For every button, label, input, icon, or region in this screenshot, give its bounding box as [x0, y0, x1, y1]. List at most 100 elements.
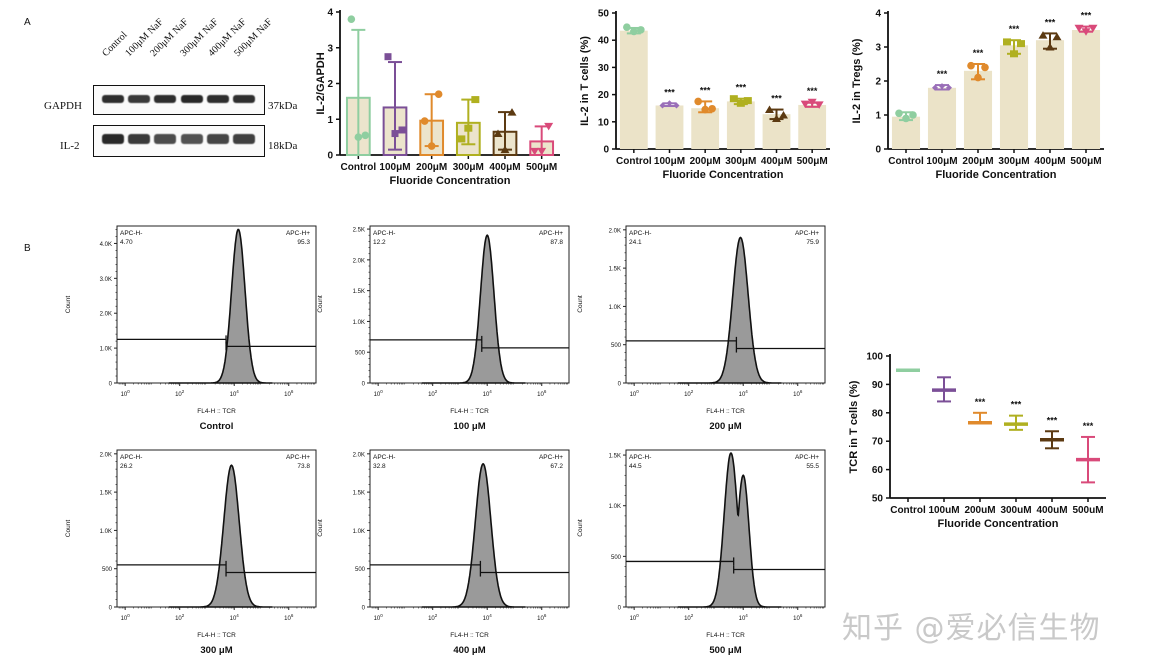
wb-band — [207, 134, 229, 144]
x-tick-label: 102 — [684, 389, 694, 398]
histogram-title: 100 μM — [453, 421, 485, 432]
y-tick-label: 1.5K — [609, 454, 621, 460]
bar — [1071, 30, 1101, 149]
x-tick-label: 100μM — [926, 156, 957, 167]
x-tick-label: 400μM — [761, 156, 792, 167]
gate-pos-label: APC-H+ — [539, 230, 563, 237]
gate-neg-value: 12.2 — [373, 239, 386, 246]
x-tick-label: 100 — [374, 613, 384, 622]
data-point — [384, 53, 392, 61]
significance-marker: *** — [937, 69, 948, 79]
x-tick-label: 104 — [483, 389, 493, 398]
y-tick-label: 2.0K — [100, 312, 112, 318]
x-axis-label: FL4-H :: TCR — [450, 632, 489, 639]
data-point — [1081, 28, 1091, 36]
y-tick-label: 80 — [872, 408, 884, 419]
x-tick-label: 500uM — [1072, 505, 1103, 516]
x-tick-label: 100μM — [379, 162, 410, 173]
gate-pos-label: APC-H+ — [795, 454, 819, 461]
gate-pos-value: 87.8 — [550, 239, 563, 246]
data-point — [464, 124, 473, 132]
wb-band — [128, 134, 150, 144]
significance-marker: *** — [736, 83, 747, 93]
wb-lane-label: Control — [100, 29, 130, 59]
data-point — [544, 122, 554, 131]
x-axis-label: FL4-H :: TCR — [450, 408, 489, 415]
bar — [619, 30, 648, 149]
data-point — [708, 104, 716, 113]
data-point — [967, 61, 975, 70]
x-tick-label: 106 — [537, 389, 547, 398]
significance-marker: *** — [1081, 11, 1092, 21]
plot-frame — [116, 225, 317, 384]
data-point — [694, 97, 702, 106]
gate-neg-value: 44.5 — [629, 463, 642, 470]
histogram-title: 400 μM — [453, 645, 485, 656]
chart-il2-tregs: 0 1 2 3 4 Control 100μM *** 200μM *** 300μM *** 400μ… — [851, 9, 1104, 181]
y-tick-label: 500 — [355, 351, 366, 357]
data-point — [361, 131, 370, 140]
gate-neg-value: 24.1 — [629, 239, 642, 246]
data-point — [507, 108, 517, 116]
data-point — [981, 63, 989, 72]
data-point — [666, 100, 673, 107]
wb-band — [128, 95, 150, 103]
histogram-title: 500 μM — [709, 645, 741, 656]
bar — [655, 105, 684, 149]
wb-size-label: 18kDa — [268, 140, 298, 152]
data-point — [1010, 50, 1018, 58]
data-point — [909, 111, 917, 119]
gate-neg-label: APC-H- — [120, 454, 142, 461]
y-tick-label: 1.0K — [609, 504, 621, 510]
x-tick-label: 200μM — [690, 156, 721, 167]
significance-marker: *** — [1047, 415, 1058, 425]
flow-histogram-300um: 0 500 1.0K 1.5K 2.0K 100 102 104 106 APC-H- 26.2 AP… — [65, 449, 324, 656]
x-axis-label: FL4-H :: TCR — [197, 408, 236, 415]
flow-histogram-400um: 0 500 1.0K 1.5K 2.0K 100 102 104 106 APC-H- 32.8 AP… — [353, 449, 584, 656]
x-axis-label: FL4-H :: TCR — [197, 632, 236, 639]
x-tick-label: 104 — [230, 389, 240, 398]
y-tick-label: 1.5K — [609, 267, 621, 273]
data-point — [398, 126, 406, 134]
panel-label-a: A — [24, 17, 31, 28]
significance-marker: *** — [975, 397, 986, 407]
y-axis-label: Count — [65, 296, 72, 314]
wb-band — [102, 134, 124, 144]
data-point — [391, 130, 399, 138]
y-tick-label: 0 — [327, 151, 333, 162]
x-tick-label: 100 — [374, 389, 384, 398]
x-axis-label: FL4-H :: TCR — [706, 408, 745, 415]
significance-marker: *** — [1045, 17, 1056, 27]
data-point — [659, 102, 666, 109]
x-tick-label: 106 — [793, 389, 803, 398]
significance-marker: *** — [664, 87, 675, 97]
data-point — [1017, 40, 1025, 48]
wb-row-label: IL-2 — [60, 140, 80, 152]
wb-band — [207, 95, 229, 103]
x-tick-label: 104 — [483, 613, 493, 622]
gate-pos-value: 95.3 — [297, 239, 310, 246]
data-point — [530, 147, 540, 156]
gate-pos-value: 75.9 — [806, 239, 819, 246]
x-tick-label: Control — [616, 156, 652, 167]
gate-neg-value: 4.70 — [120, 239, 133, 246]
x-tick-label: Control — [888, 156, 924, 167]
bar — [726, 101, 755, 149]
chart-il2-gapdh: 0 1 2 3 4 Control 100μM 200μM 300μM 400μM 500μM Flu… — [315, 8, 560, 187]
y-tick-label: 70 — [872, 437, 884, 448]
y-tick-label: 10 — [598, 117, 610, 128]
gate-neg-value: 32.8 — [373, 463, 386, 470]
bar — [691, 108, 720, 149]
x-tick-label: 102 — [175, 389, 185, 398]
data-point — [347, 15, 356, 23]
data-point — [420, 117, 429, 125]
y-tick-label: 3 — [875, 43, 881, 54]
x-tick-label: 106 — [284, 389, 294, 398]
significance-marker: *** — [1011, 400, 1022, 410]
data-point — [1038, 31, 1048, 39]
x-tick-label: 102 — [428, 613, 438, 622]
histogram-title: Control — [200, 421, 234, 432]
x-tick-label: 104 — [739, 389, 749, 398]
bar — [798, 104, 827, 149]
histogram-area — [421, 234, 526, 384]
